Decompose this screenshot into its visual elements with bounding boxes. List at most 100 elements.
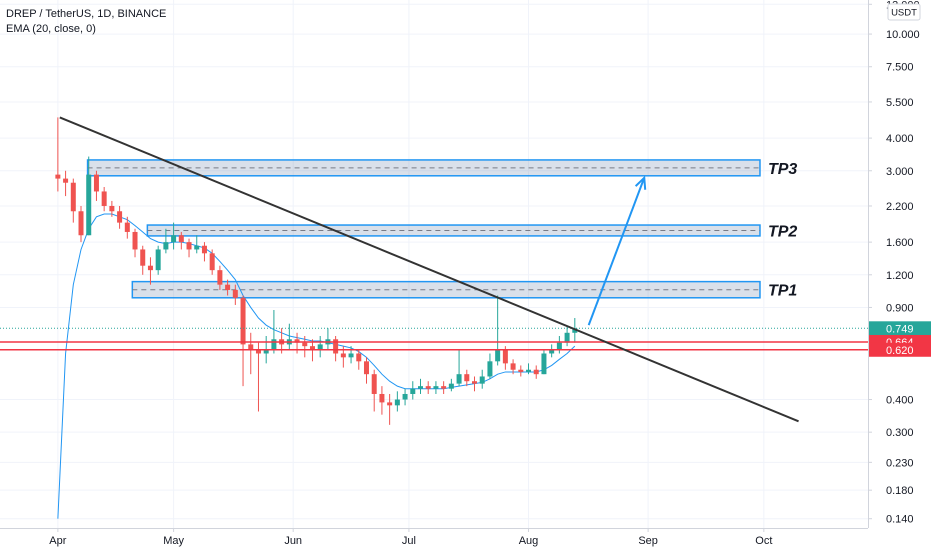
grid — [0, 0, 868, 528]
y-tick-label: 0.230 — [886, 457, 914, 469]
candle-body — [564, 332, 570, 343]
candle-body — [417, 386, 423, 389]
candle-body — [132, 231, 138, 250]
y-tick-label: 7.500 — [886, 62, 914, 74]
currency-label: USDT — [891, 8, 917, 19]
projection-arrow — [587, 177, 646, 326]
candle-body — [410, 388, 416, 394]
candle-body — [526, 369, 532, 372]
candle-body — [186, 242, 192, 250]
candle-body — [464, 374, 470, 382]
candle-body — [209, 253, 215, 271]
candle-body — [348, 353, 354, 358]
candle-body — [101, 191, 107, 206]
candle-body — [109, 205, 115, 212]
candle-body — [63, 178, 69, 183]
ema-line — [57, 213, 576, 519]
candle-body — [371, 374, 377, 394]
candle-body — [155, 249, 161, 271]
zone-label: TP3 — [768, 161, 797, 178]
candle-body — [117, 211, 123, 223]
candle-body — [472, 381, 478, 384]
candle-body — [549, 349, 555, 354]
y-tick-label: 5.500 — [886, 97, 914, 109]
currency-box — [887, 3, 921, 21]
x-tick-label: Aug — [519, 535, 539, 547]
candle-body — [425, 386, 431, 389]
y-tick-label: 1.200 — [886, 270, 914, 282]
candle-body — [225, 284, 231, 290]
y-tick-label: 0.400 — [886, 395, 914, 407]
zone-label: TP2 — [768, 223, 797, 240]
x-tick-label: Apr — [49, 535, 66, 547]
candle-body — [572, 328, 578, 333]
candle-body — [456, 374, 462, 384]
candle-body — [394, 399, 400, 406]
candle-body — [556, 342, 562, 350]
candle-body — [263, 349, 269, 354]
candle-body — [309, 346, 315, 350]
price-badge-label: 0.620 — [886, 345, 914, 357]
candle-body — [356, 353, 362, 362]
arrow-head — [634, 175, 647, 190]
candle-body — [518, 369, 524, 372]
candle-body — [448, 383, 454, 389]
price-badge — [869, 342, 931, 357]
candle-body — [340, 353, 346, 358]
y-tick-label: 4.000 — [886, 133, 914, 145]
y-tick-label: 0.300 — [886, 427, 914, 439]
candle-body — [441, 386, 447, 389]
candle-body — [363, 361, 369, 375]
candle-body — [533, 369, 539, 375]
candle-body — [495, 349, 501, 362]
candle-body — [124, 222, 130, 232]
y-tick-label: 10.000 — [886, 29, 920, 41]
x-tick-label: May — [163, 535, 184, 547]
candle-body — [78, 211, 84, 236]
candle-body — [93, 174, 99, 192]
candle-body — [502, 349, 508, 364]
axis: 13.00010.0007.5005.5004.0003.0002.2001.6… — [49, 0, 931, 547]
price-badge-label: 0.749 — [886, 323, 914, 335]
candle-body — [255, 349, 261, 354]
candle-body — [163, 242, 169, 250]
candle-body — [294, 339, 300, 343]
zones: TP3 TP2 TP1 — [86, 159, 797, 300]
candle-body — [433, 386, 439, 389]
y-tick-label: 2.200 — [886, 201, 914, 213]
candle-body — [194, 245, 200, 250]
candle-body — [387, 402, 393, 406]
trendline — [59, 116, 799, 423]
candle-body — [487, 361, 493, 377]
candle-body — [140, 249, 146, 266]
x-tick-label: Jul — [402, 535, 416, 547]
y-tick-label: 3.000 — [886, 166, 914, 178]
candle-body — [271, 339, 277, 350]
candle-body — [171, 235, 177, 243]
y-tick-label: 0.140 — [886, 514, 914, 526]
x-tick-label: Oct — [755, 535, 772, 547]
candle-body — [147, 265, 153, 271]
candle-body — [178, 235, 184, 243]
x-tick-label: Sep — [638, 535, 658, 547]
candle-body — [55, 174, 61, 179]
candle-body — [317, 344, 323, 350]
plot — [55, 117, 578, 519]
overlay — [0, 116, 868, 423]
y-tick-label: 0.180 — [886, 485, 914, 497]
y-tick-label: 0.900 — [886, 302, 914, 314]
candle-body — [86, 174, 92, 236]
candle-body — [333, 339, 339, 354]
candle-body — [479, 376, 485, 384]
y-tick-label: 1.600 — [886, 237, 914, 249]
candle-body — [302, 342, 308, 347]
candle-body — [379, 393, 385, 403]
candle-body — [402, 393, 408, 400]
candle-body — [232, 289, 238, 298]
zone-label: TP1 — [768, 283, 797, 300]
candle-body — [70, 182, 76, 212]
candle-body — [510, 363, 516, 370]
candle-body — [240, 297, 246, 345]
